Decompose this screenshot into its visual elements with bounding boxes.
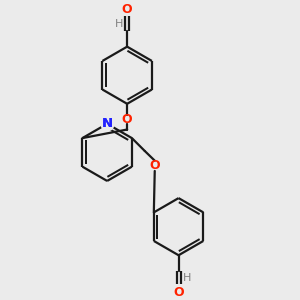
Text: O: O — [122, 3, 133, 16]
Text: N: N — [102, 117, 113, 130]
Text: O: O — [122, 113, 133, 126]
Text: N: N — [102, 117, 113, 130]
Text: H: H — [115, 19, 123, 29]
Text: O: O — [149, 159, 160, 172]
Text: H: H — [183, 273, 191, 283]
Text: O: O — [173, 286, 184, 298]
